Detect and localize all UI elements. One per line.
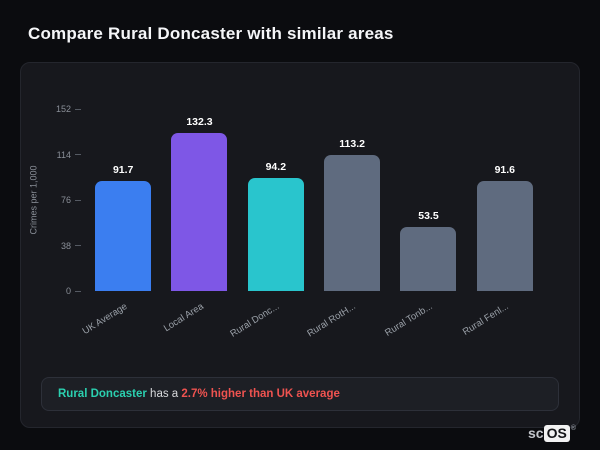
bar-value-label: 132.3 [186,115,213,128]
watermark-logo: sc OS ® [528,425,576,442]
watermark-boxed-text: OS [543,425,570,442]
bar-value-label: 94.2 [265,161,287,174]
bar-column: 113.2 Rural RotH... [306,109,381,339]
banner-stat-text: 2.7% higher than UK average [181,388,340,400]
registered-mark: ® [570,425,576,432]
bar-value-label: 91.6 [494,164,516,177]
bar [247,178,304,291]
chart-card: Crimes per 1,000 0 38 76 114 152 91.7 UK Aver… [20,62,580,428]
bar-column: 91.7 UK Average [80,109,152,337]
y-tick-mark [75,108,81,110]
x-axis-label: Local Area [161,301,206,335]
y-tick: 0 [53,286,81,296]
bars: 91.7 UK Average 132.3 Local Area 94.2 Rural D… [80,109,543,340]
bar-column: 53.5 Rural Tonb... [383,109,457,339]
y-tick-label: 152 [55,104,71,114]
y-tick-mark [75,199,81,201]
bar [95,181,152,291]
y-tick-mark [75,154,81,155]
bar [171,132,228,291]
y-tick-label: 76 [60,195,71,205]
watermark-prefix: sc [528,425,544,441]
y-axis-title-wrap: Crimes per 1,000 [25,109,43,291]
y-tick-mark [75,290,81,292]
x-axis-label: UK Average [80,301,129,338]
bar-column: 91.6 Rural Fenl... [461,109,534,338]
plot-area: 91.7 UK Average 132.3 Local Area 94.2 Rural D… [80,109,543,340]
bar-value-label: 53.5 [418,209,439,222]
x-axis-label: Rural RotH... [305,301,358,340]
y-axis-title: Crimes per 1,000 [29,165,39,235]
bar-value-label: 91.7 [112,164,134,177]
y-tick: 38 [53,241,81,251]
x-axis-label: Rural Fenl... [460,301,511,338]
y-tick-label: 114 [56,149,71,160]
y-tick: 152 [53,104,81,114]
y-tick-mark [75,245,81,246]
bar [324,155,381,291]
page-title: Compare Rural Doncaster with similar are… [28,24,394,43]
y-tick-label: 0 [65,286,71,296]
bar [400,226,457,291]
banner-area-name: Rural Doncaster [58,388,147,400]
x-axis-label: Rural Tonb... [382,301,435,339]
x-axis-label: Rural Donc... [228,301,282,340]
y-tick-label: 38 [60,240,71,251]
y-tick: 114 [53,150,81,160]
summary-banner: Rural Doncaster has a 2.7% higher than U… [41,377,559,411]
y-axis: 0 38 76 114 152 [47,104,81,296]
bar-column: 132.3 Local Area [161,109,228,334]
banner-middle-text: has a [146,388,182,400]
bar-value-label: 113.2 [339,138,365,151]
bar [476,181,533,291]
y-tick: 76 [53,195,81,205]
bar-column: 94.2 Rural Donc... [229,109,305,340]
